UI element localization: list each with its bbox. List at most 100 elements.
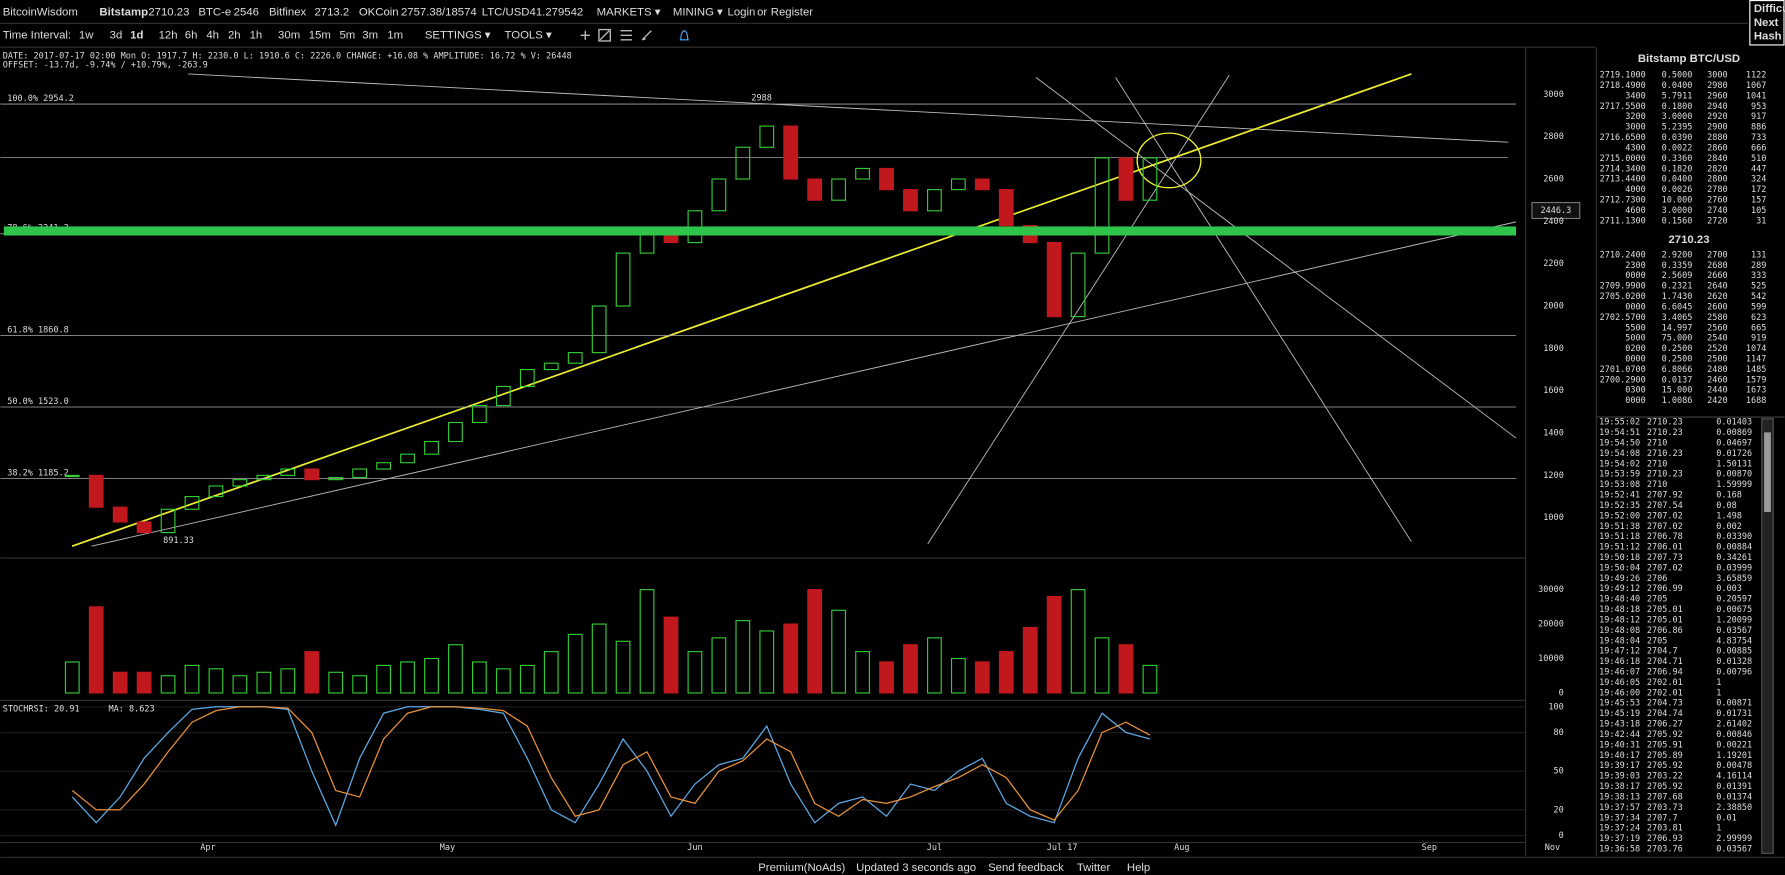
interval[interactable]: 1w (79, 29, 94, 41)
register[interactable]: Register (771, 7, 814, 19)
exchange-name[interactable]: BTC-e (198, 7, 231, 19)
candle (208, 485, 224, 498)
book-amount: 0.1800 (1662, 102, 1693, 112)
stoch-tick-label: 20 (1554, 805, 1564, 815)
book-level: 2740 (1707, 206, 1728, 216)
candle (1070, 252, 1086, 318)
book-amount: 0.3359 (1662, 261, 1693, 271)
trade-price: 2707.68 (1647, 792, 1683, 802)
y-tick-label: 1600 (1543, 386, 1564, 396)
exchange-price: 41.279542 (530, 7, 584, 19)
trade-time: 19:53:59 (1599, 470, 1640, 480)
stoch-label: MA: 8.623 (109, 704, 155, 714)
footer-link[interactable]: Help (1127, 862, 1150, 874)
trade-amount: 2.99999 (1716, 834, 1752, 844)
exchange-name[interactable]: Bitstamp (99, 7, 148, 19)
fib-label: 50.0% 1523.0 (7, 397, 69, 407)
candle (448, 421, 463, 443)
volume-bar (1070, 589, 1086, 694)
trade-time: 19:37:24 (1599, 824, 1640, 834)
trade-amount: 0.00871 (1716, 699, 1752, 709)
trade-price: 2705.89 (1647, 751, 1683, 761)
annotation: 2988 (751, 93, 772, 103)
footer-link[interactable]: Twitter (1077, 862, 1111, 874)
menu[interactable]: MARKETS ▾ (597, 7, 661, 19)
volume-bar (831, 609, 847, 694)
scrollbar[interactable] (1761, 418, 1774, 854)
orderbook-title: Bitstamp BTC/USD (1638, 53, 1740, 65)
footer-link[interactable]: Send feedback (988, 862, 1064, 874)
trade-price: 2704.71 (1647, 657, 1683, 667)
book-total: 289 (1751, 261, 1766, 271)
volume-bar (855, 651, 870, 694)
interval[interactable]: 1d (130, 29, 143, 41)
exchange-price: 2713.2 (314, 7, 349, 19)
book-amount: 0.0026 (1662, 185, 1693, 195)
trade-time: 19:54:50 (1599, 438, 1640, 448)
interval[interactable]: 30m (278, 29, 300, 41)
volume-bar (639, 589, 655, 694)
candle (352, 468, 368, 479)
book-total: 599 (1751, 302, 1766, 312)
volume-bar (663, 616, 679, 694)
tools-menu[interactable]: TOOLS ▾ (504, 29, 551, 41)
interval[interactable]: 3d (110, 29, 123, 41)
book-level: 2500 (1707, 354, 1728, 364)
trade-time: 19:38:17 (1599, 782, 1640, 792)
candle (256, 474, 272, 481)
book-total: 1074 (1746, 344, 1767, 354)
alert-icon[interactable] (679, 30, 689, 41)
interval[interactable]: 2h (228, 29, 241, 41)
brand[interactable]: BitcoinWisdom (3, 7, 78, 19)
trade-price: 2705.92 (1647, 730, 1683, 740)
interval[interactable]: 6h (185, 29, 198, 41)
interval[interactable]: 3m (362, 29, 378, 41)
book-amount: 0.5000 (1662, 71, 1693, 81)
candle (974, 178, 990, 191)
trade-price: 2710 (1647, 438, 1668, 448)
exchange-name[interactable]: Bitfinex (269, 7, 307, 19)
volume-bar (1022, 626, 1038, 694)
trade-price: 2703.76 (1647, 845, 1683, 855)
trade-price: 2706.86 (1647, 626, 1683, 636)
book-price: 2713.4400 (1600, 175, 1646, 185)
interval[interactable]: 4h (206, 29, 219, 41)
menu[interactable]: MINING ▾ (673, 7, 723, 19)
candle (1118, 157, 1134, 201)
exchange-name[interactable]: OKCoin (359, 7, 399, 19)
candle (950, 178, 966, 191)
interval[interactable]: 1m (387, 29, 403, 41)
candle (998, 189, 1014, 227)
interval[interactable]: 5m (340, 29, 356, 41)
side-link[interactable]: Next (1754, 17, 1779, 29)
side-link[interactable]: Hash (1754, 30, 1782, 42)
interval[interactable]: 12h (159, 29, 178, 41)
book-price: 2718.4900 (1600, 81, 1646, 91)
login[interactable]: Login (728, 7, 756, 19)
book-level: 2680 (1707, 261, 1728, 271)
scroll-thumb[interactable] (1764, 432, 1771, 513)
footer-link[interactable]: Premium(NoAds) (758, 862, 845, 874)
side-link[interactable]: Difficu (1754, 3, 1785, 15)
book-total: 886 (1751, 123, 1766, 133)
exchange-name[interactable]: LTC/USD (482, 7, 530, 19)
interval[interactable]: 15m (309, 29, 331, 41)
candle (735, 146, 751, 180)
book-price: 3400 (1625, 91, 1646, 101)
y-tick-label: 1400 (1543, 429, 1564, 439)
volume-bar (927, 637, 942, 694)
book-total: 1485 (1746, 365, 1767, 375)
settings-menu[interactable]: SETTINGS ▾ (425, 29, 491, 41)
trade-price: 2707.54 (1647, 501, 1683, 511)
trade-time: 19:51:18 (1599, 532, 1640, 542)
axis-label: Nov (1545, 843, 1560, 853)
trade-amount: 0.00221 (1716, 740, 1752, 750)
book-level: 2420 (1707, 396, 1728, 406)
trade-amount: 0.00796 (1716, 668, 1752, 678)
trade-amount: 1.59999 (1716, 480, 1752, 490)
book-level: 2720 (1707, 216, 1728, 226)
trade-time: 19:43:18 (1599, 720, 1640, 730)
volume-bar (1118, 644, 1134, 694)
interval[interactable]: 1h (250, 29, 263, 41)
book-level: 2660 (1707, 271, 1728, 281)
